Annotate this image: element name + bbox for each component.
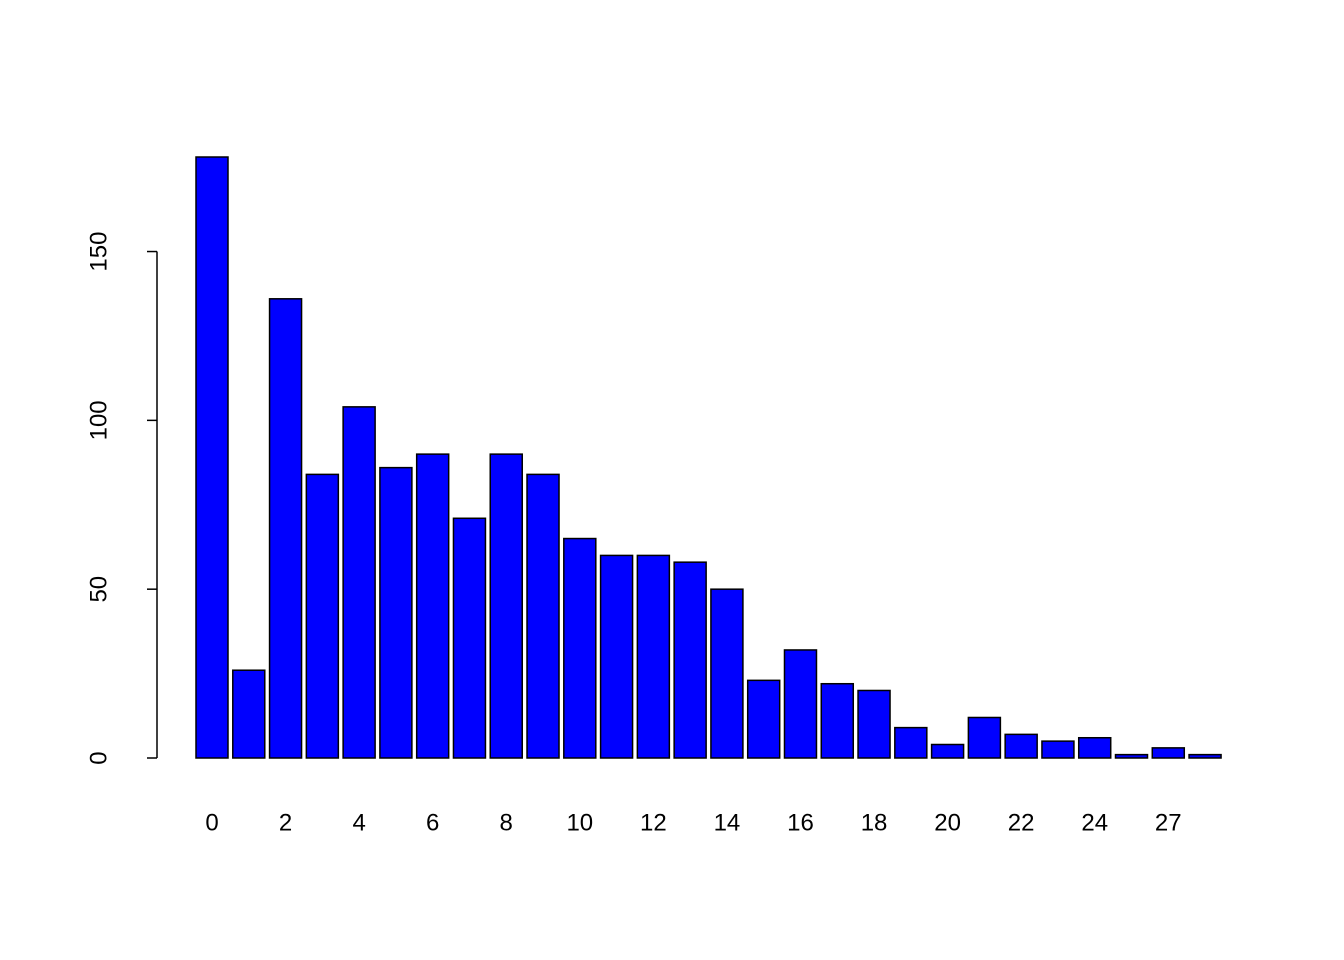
bar — [820, 682, 855, 759]
bar — [783, 649, 818, 759]
bar — [746, 679, 781, 759]
bar — [1188, 753, 1222, 759]
bar — [857, 689, 891, 759]
bar — [894, 726, 928, 759]
bar — [930, 743, 965, 759]
bar — [195, 156, 229, 759]
y-tick-label: 100 — [85, 400, 112, 440]
bar — [1151, 747, 1186, 759]
bar — [489, 453, 523, 759]
x-tick-label: 6 — [426, 809, 439, 836]
x-tick-label: 18 — [861, 809, 888, 836]
x-tick-label: 2 — [279, 809, 292, 836]
bar — [305, 473, 340, 759]
bar — [967, 716, 1002, 759]
bar — [1041, 740, 1075, 759]
bar — [599, 554, 634, 759]
bar — [379, 466, 413, 759]
bar — [1077, 736, 1112, 759]
bar — [232, 669, 266, 759]
x-tick-label: 20 — [934, 809, 961, 836]
x-tick-label: 27 — [1155, 809, 1182, 836]
x-tick-label: 14 — [714, 809, 741, 836]
x-tick-label: 22 — [1008, 809, 1035, 836]
bar — [342, 406, 376, 759]
x-tick-label: 16 — [787, 809, 814, 836]
y-tick-label: 50 — [85, 576, 112, 603]
bar — [673, 561, 707, 759]
bar — [1004, 733, 1038, 759]
x-tick-label: 0 — [205, 809, 218, 836]
bar — [415, 453, 450, 759]
bar — [452, 517, 487, 759]
y-tick-label: 0 — [85, 751, 112, 764]
bar — [268, 298, 303, 759]
bar — [636, 554, 671, 759]
bar — [563, 537, 597, 759]
x-tick-label: 12 — [640, 809, 667, 836]
x-tick-label: 8 — [500, 809, 513, 836]
y-tick-label: 150 — [85, 232, 112, 272]
bar — [526, 473, 560, 759]
x-tick-label: 4 — [352, 809, 365, 836]
bar — [710, 588, 744, 759]
x-tick-label: 24 — [1081, 809, 1108, 836]
x-tick-label: 10 — [566, 809, 593, 836]
bar — [1114, 753, 1149, 759]
